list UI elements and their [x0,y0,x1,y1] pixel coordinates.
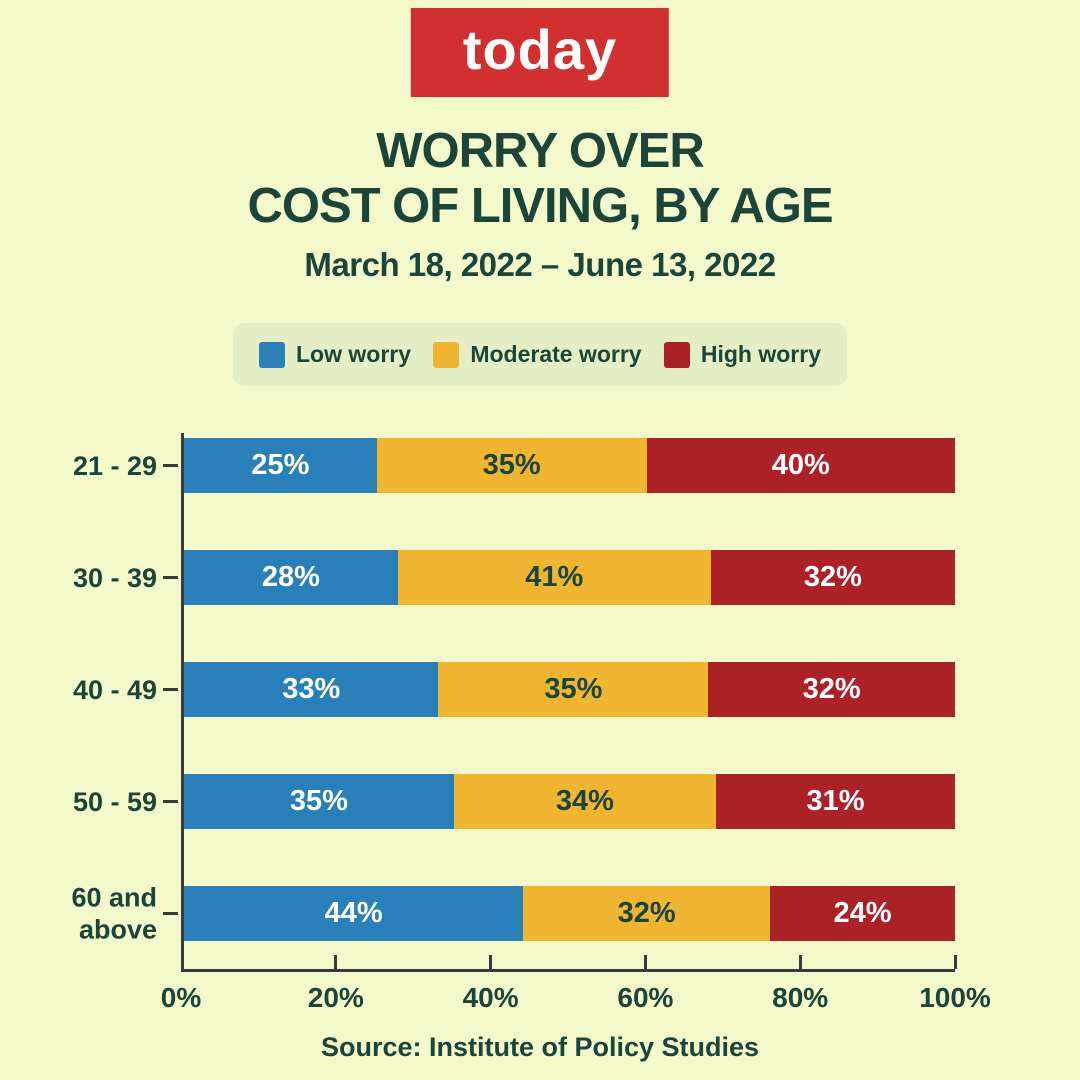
bar-segment-high-worry: 32% [708,662,955,717]
x-tick-label: 60% [617,982,674,1013]
value-label: 35% [289,785,348,817]
bar-row: 33% 35% 32% [184,662,955,717]
legend-label: Moderate worry [470,341,642,367]
value-label: 41% [525,561,584,593]
high-worry-swatch-icon [663,341,690,368]
value-label: 44% [324,897,383,929]
low-worry-swatch-icon [259,341,285,368]
bar-segment-moderate-worry: 35% [376,438,647,493]
today-logo: today [410,8,670,97]
page-title: WORRY OVER COST OF LIVING, BY AGE [0,124,1080,235]
x-tick [643,955,647,969]
category-label: 40 - 49 [72,674,157,705]
legend-label: Low worry [296,341,412,367]
bar-segment-low-worry: 35% [184,774,454,829]
bar-segment-high-worry: 24% [769,886,955,941]
legend-label: High worry [700,341,821,367]
bar-segment-moderate-worry: 35% [438,662,709,717]
value-label: 31% [806,785,865,817]
category-label: 50 - 59 [72,786,157,817]
x-tick-label: 40% [462,982,519,1013]
x-axis-line [181,969,955,972]
value-label: 35% [544,673,603,705]
bar-segment-high-worry: 32% [710,550,955,605]
moderate-worry-swatch-icon [433,341,460,368]
category-label: 30 - 39 [72,562,157,593]
y-tick [163,912,178,915]
value-label: 33% [282,673,341,705]
bar-segment-low-worry: 33% [184,662,439,717]
legend-item-low-worry: Low worry [259,341,411,368]
bar-row: 44% 32% 24% [184,886,955,941]
value-label: 40% [771,449,830,481]
bar-segment-low-worry: 28% [184,550,398,605]
bar-row: 35% 34% 31% [184,774,955,829]
y-tick [163,464,178,467]
x-tick [798,955,802,969]
bar-row: 25% 35% 40% [184,438,955,493]
bar-row: 28% 41% 32% [184,550,955,605]
x-tick-label: 100% [919,982,991,1013]
value-label: 32% [803,561,862,593]
bar-segment-moderate-worry: 34% [453,774,716,829]
y-tick [163,576,178,579]
bar-segment-moderate-worry: 41% [397,550,711,605]
logo-text: today [462,18,618,81]
x-tick [489,955,493,969]
bar-segment-high-worry: 31% [715,774,955,829]
y-axis-line [181,433,184,972]
title-line-2: COST OF LIVING, BY AGE [247,179,833,234]
x-tick [953,955,957,969]
category-label: 21 - 29 [72,450,157,481]
chart-legend: Low worry Moderate worry High worry [233,323,847,386]
value-label: 25% [251,449,310,481]
legend-item-moderate-worry: Moderate worry [433,341,642,368]
bar-segment-low-worry: 44% [184,886,524,941]
value-label: 32% [617,897,676,929]
value-label: 28% [261,561,320,593]
value-label: 34% [555,785,614,817]
y-tick [163,688,178,691]
value-label: 35% [482,449,541,481]
source-credit: Source: Institute of Policy Studies [320,1032,760,1062]
y-tick [163,800,178,803]
x-tick [334,955,338,969]
x-tick-label: 20% [307,982,364,1013]
chart: 21 - 29 25% 35% 40% 30 - 39 28% 41% 32% 40 - 49 3… [0,433,1080,1023]
category-label: 60 and above [71,882,157,945]
title-line-1: WORRY OVER [376,124,705,178]
bar-segment-moderate-worry: 32% [523,886,770,941]
date-range-subtitle: March 18, 2022 – June 13, 2022 [304,246,776,283]
bar-segment-low-worry: 25% [184,438,377,493]
legend-item-high-worry: High worry [663,341,821,368]
bar-segment-high-worry: 40% [646,438,955,493]
x-tick-label: 0% [160,982,202,1013]
value-label: 24% [833,897,892,929]
value-label: 32% [802,673,861,705]
x-tick-label: 80% [772,982,829,1013]
